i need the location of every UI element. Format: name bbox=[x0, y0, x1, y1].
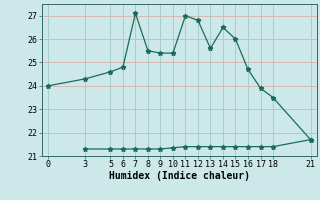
X-axis label: Humidex (Indice chaleur): Humidex (Indice chaleur) bbox=[109, 171, 250, 181]
